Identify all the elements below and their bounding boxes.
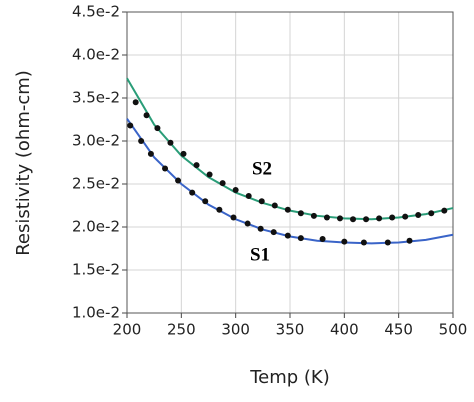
data-point bbox=[402, 213, 409, 220]
series-label: S2 bbox=[252, 158, 272, 179]
x-tick-label: 450 bbox=[384, 321, 413, 339]
data-point bbox=[271, 202, 278, 209]
data-point bbox=[441, 207, 448, 214]
data-point bbox=[384, 239, 391, 246]
x-tick-label: 250 bbox=[167, 321, 196, 339]
data-point bbox=[219, 180, 226, 187]
data-point bbox=[244, 220, 251, 227]
data-point bbox=[310, 212, 317, 219]
data-point bbox=[193, 162, 200, 169]
data-point bbox=[162, 165, 169, 172]
x-axis-label: Temp (K) bbox=[249, 367, 330, 388]
data-point bbox=[132, 99, 139, 106]
y-axis-label: Resistivity (ohm-cm) bbox=[13, 70, 34, 256]
x-tick-label: 500 bbox=[439, 321, 468, 339]
y-tick-label: 4.0e-2 bbox=[72, 46, 120, 64]
data-point bbox=[341, 238, 348, 245]
data-point bbox=[216, 206, 223, 213]
data-point bbox=[202, 198, 209, 205]
data-point bbox=[336, 215, 343, 222]
data-point bbox=[415, 211, 422, 218]
y-tick-label: 1.5e-2 bbox=[72, 261, 120, 279]
data-point bbox=[258, 198, 265, 205]
data-point bbox=[154, 125, 161, 132]
data-point bbox=[350, 216, 357, 223]
data-point bbox=[406, 237, 413, 244]
x-tick-label: 200 bbox=[113, 321, 142, 339]
data-point bbox=[319, 236, 326, 243]
series-label: S1 bbox=[250, 244, 270, 265]
data-point bbox=[428, 210, 435, 217]
data-point bbox=[232, 187, 239, 194]
x-tick-label: 350 bbox=[276, 321, 305, 339]
data-point bbox=[284, 206, 291, 213]
x-tick-label: 300 bbox=[221, 321, 250, 339]
data-point bbox=[323, 214, 330, 221]
data-point bbox=[297, 235, 304, 242]
data-point bbox=[270, 229, 277, 236]
data-point bbox=[167, 139, 174, 146]
data-point bbox=[206, 171, 213, 178]
data-point bbox=[376, 215, 383, 222]
data-point bbox=[127, 122, 134, 129]
data-point bbox=[363, 216, 370, 223]
x-tick-label: 400 bbox=[330, 321, 359, 339]
data-point bbox=[147, 150, 154, 157]
data-point bbox=[189, 189, 196, 196]
plot-frame bbox=[126, 11, 454, 314]
y-tick-label: 3.0e-2 bbox=[72, 132, 120, 150]
y-tick-label: 2.0e-2 bbox=[72, 218, 120, 236]
data-point bbox=[284, 232, 291, 239]
data-point bbox=[257, 225, 264, 232]
y-tick-label: 3.5e-2 bbox=[72, 89, 120, 107]
data-point bbox=[138, 138, 145, 144]
y-tick-label: 1.0e-2 bbox=[72, 304, 120, 322]
data-point bbox=[297, 210, 304, 217]
data-point bbox=[230, 214, 237, 221]
y-tick-label: 4.5e-2 bbox=[72, 3, 120, 21]
data-point bbox=[245, 193, 252, 200]
data-point bbox=[180, 150, 187, 157]
data-point bbox=[175, 177, 182, 184]
y-tick-label: 2.5e-2 bbox=[72, 175, 120, 193]
data-point bbox=[389, 214, 396, 221]
data-point bbox=[143, 112, 150, 119]
data-point bbox=[360, 239, 367, 246]
